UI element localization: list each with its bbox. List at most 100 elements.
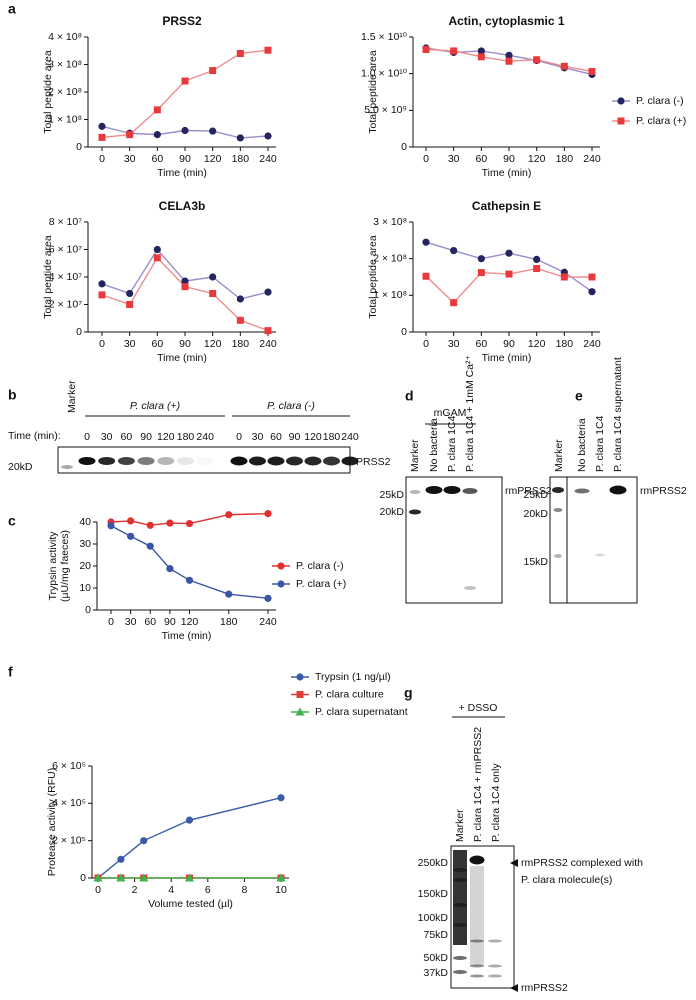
annotation: P. clara molecule(s): [521, 874, 612, 886]
group-label: P. clara (+): [130, 400, 180, 412]
y-tick-label: 2 × 10⁸: [48, 86, 82, 98]
size-label: 20kD: [523, 508, 548, 520]
panel-label: b: [8, 387, 17, 403]
marker: [264, 288, 272, 296]
marker: [505, 249, 513, 257]
band: [470, 939, 484, 943]
marker: [153, 245, 161, 254]
panel-label: c: [8, 513, 16, 529]
band: [409, 490, 421, 494]
series-line: [97, 797, 282, 879]
chart-title: CELA3b: [159, 199, 206, 213]
marker: [560, 273, 568, 281]
lane-label: 30: [101, 431, 113, 443]
marker: [236, 295, 244, 303]
y-tick-label: 20: [79, 560, 91, 572]
y-tick-label: 8 × 10⁷: [49, 216, 82, 228]
marker: [477, 53, 485, 61]
lane-label: Marker: [409, 439, 421, 472]
lane-label: P. clara 1C4 supernatant: [612, 357, 624, 472]
bands: [61, 456, 627, 978]
marker: [225, 511, 233, 519]
y-tick-label: 1 × 10⁸: [48, 113, 82, 125]
marker: [93, 873, 103, 882]
band: [453, 970, 467, 974]
size-label: 50kD: [423, 952, 448, 964]
size-label: 150kD: [418, 888, 449, 900]
band: [469, 855, 485, 865]
band: [470, 974, 484, 978]
marker: [166, 519, 174, 527]
x-tick-label: 240: [259, 338, 277, 350]
marker: [295, 707, 305, 716]
marker: [264, 327, 272, 335]
band: [453, 923, 467, 927]
marker: [588, 67, 596, 75]
x-tick-label: 240: [259, 616, 277, 628]
band: [323, 456, 340, 466]
chart-title: Cathepsin E: [472, 199, 541, 213]
chart-title: Actin, cytoplasmic 1: [448, 14, 564, 28]
marker: [264, 510, 272, 518]
x-axis-label: Time (min): [482, 352, 532, 364]
band: [470, 964, 484, 968]
header: + DSSO: [459, 702, 498, 714]
band: [488, 974, 502, 978]
x-axis-label: Time (min): [482, 167, 532, 179]
band: [304, 456, 322, 466]
marker: [276, 873, 286, 882]
y-tick-label: 0: [80, 872, 86, 884]
band: [609, 485, 627, 495]
legend-label: P. clara (+): [636, 115, 686, 127]
y-axis-label: Total peptide area: [42, 50, 54, 134]
y-tick-label: 2 × 10⁵: [52, 834, 86, 846]
legend-label: P. clara (-): [636, 95, 684, 107]
header: mGAM: [434, 407, 467, 419]
panel-label: d: [405, 388, 414, 404]
x-tick-label: 90: [503, 153, 515, 165]
size-label: 25kD: [523, 489, 548, 501]
lane-label: 240: [196, 431, 214, 443]
x-tick-label: 90: [503, 338, 515, 350]
x-tick-label: 60: [151, 338, 163, 350]
size-label: 250kD: [418, 857, 449, 869]
marker: [146, 542, 154, 550]
y-tick-label: 40: [79, 516, 91, 528]
marker: [236, 134, 244, 142]
y-tick-label: 6 × 10⁵: [52, 760, 86, 772]
lane-label: 240: [341, 431, 359, 443]
marker: [127, 517, 135, 525]
band: [488, 939, 502, 943]
marker: [588, 288, 596, 296]
x-tick-label: 0: [99, 153, 105, 165]
x-tick-label: 180: [220, 616, 238, 628]
marker: [126, 131, 134, 139]
x-tick-label: 30: [124, 153, 136, 165]
marker: [617, 117, 625, 125]
band: [453, 956, 467, 960]
marker: [140, 837, 148, 845]
marker: [127, 532, 135, 540]
size-label: 100kD: [418, 912, 449, 924]
marker: [533, 255, 541, 263]
y-tick-label: 0: [401, 141, 407, 153]
x-tick-label: 10: [275, 884, 287, 896]
marker: [422, 238, 430, 246]
x-tick-label: 4: [168, 884, 174, 896]
band: [554, 554, 562, 558]
x-tick-label: 30: [448, 153, 460, 165]
x-tick-label: 60: [151, 153, 163, 165]
annotation: rmPRSS2: [521, 982, 568, 994]
smear: [470, 866, 484, 966]
y-tick-label: 4 × 10⁵: [52, 797, 86, 809]
band-label: PRSS2: [356, 456, 391, 468]
band: [595, 553, 605, 557]
group-label: P. clara (-): [267, 400, 315, 412]
lane-label: Marker: [66, 380, 78, 413]
x-tick-label: 0: [423, 153, 429, 165]
y-tick-label: 0: [76, 326, 82, 338]
y-tick-label: 0: [85, 604, 91, 616]
marker: [236, 316, 244, 324]
marker: [209, 273, 217, 281]
marker: [185, 873, 194, 882]
